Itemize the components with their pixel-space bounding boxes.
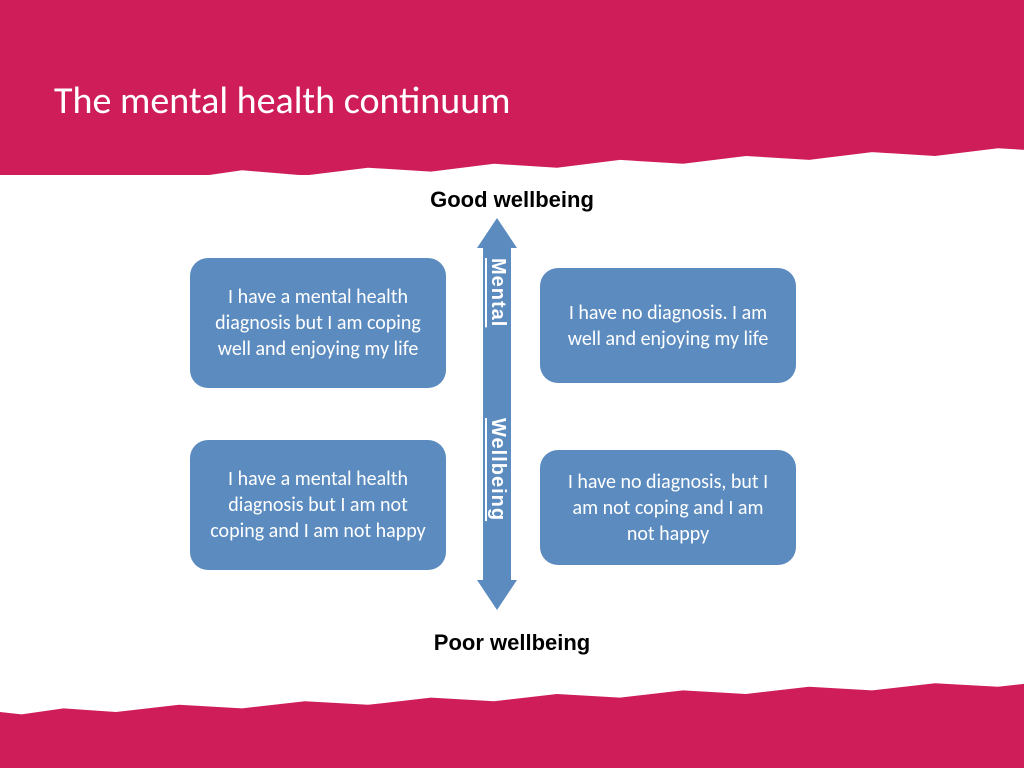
axis-label-lower: Wellbeing	[486, 418, 509, 521]
vertical-axis-arrow: Mental Wellbeing	[477, 218, 517, 610]
arrow-down-icon	[477, 580, 517, 610]
axis-top-label: Good wellbeing	[0, 187, 1024, 213]
axis-label-upper: Mental	[486, 258, 509, 327]
quadrant-top-right: I have no diagnosis. I am well and enjoy…	[540, 268, 796, 383]
quadrant-bottom-right: I have no diagnosis, but I am not coping…	[540, 450, 796, 565]
quadrant-text: I have no diagnosis. I am well and enjoy…	[558, 300, 778, 352]
quadrant-text: I have no diagnosis, but I am not coping…	[558, 469, 778, 547]
axis-bottom-label: Poor wellbeing	[0, 630, 1024, 656]
arrow-up-icon	[477, 218, 517, 248]
quadrant-top-left: I have a mental health diagnosis but I a…	[190, 258, 446, 388]
quadrant-text: I have a mental health diagnosis but I a…	[208, 466, 428, 544]
slide-title: The mental health continuum	[54, 78, 511, 124]
slide: The mental health continuum Good wellbei…	[0, 0, 1024, 768]
quadrant-bottom-left: I have a mental health diagnosis but I a…	[190, 440, 446, 570]
quadrant-text: I have a mental health diagnosis but I a…	[208, 284, 428, 362]
